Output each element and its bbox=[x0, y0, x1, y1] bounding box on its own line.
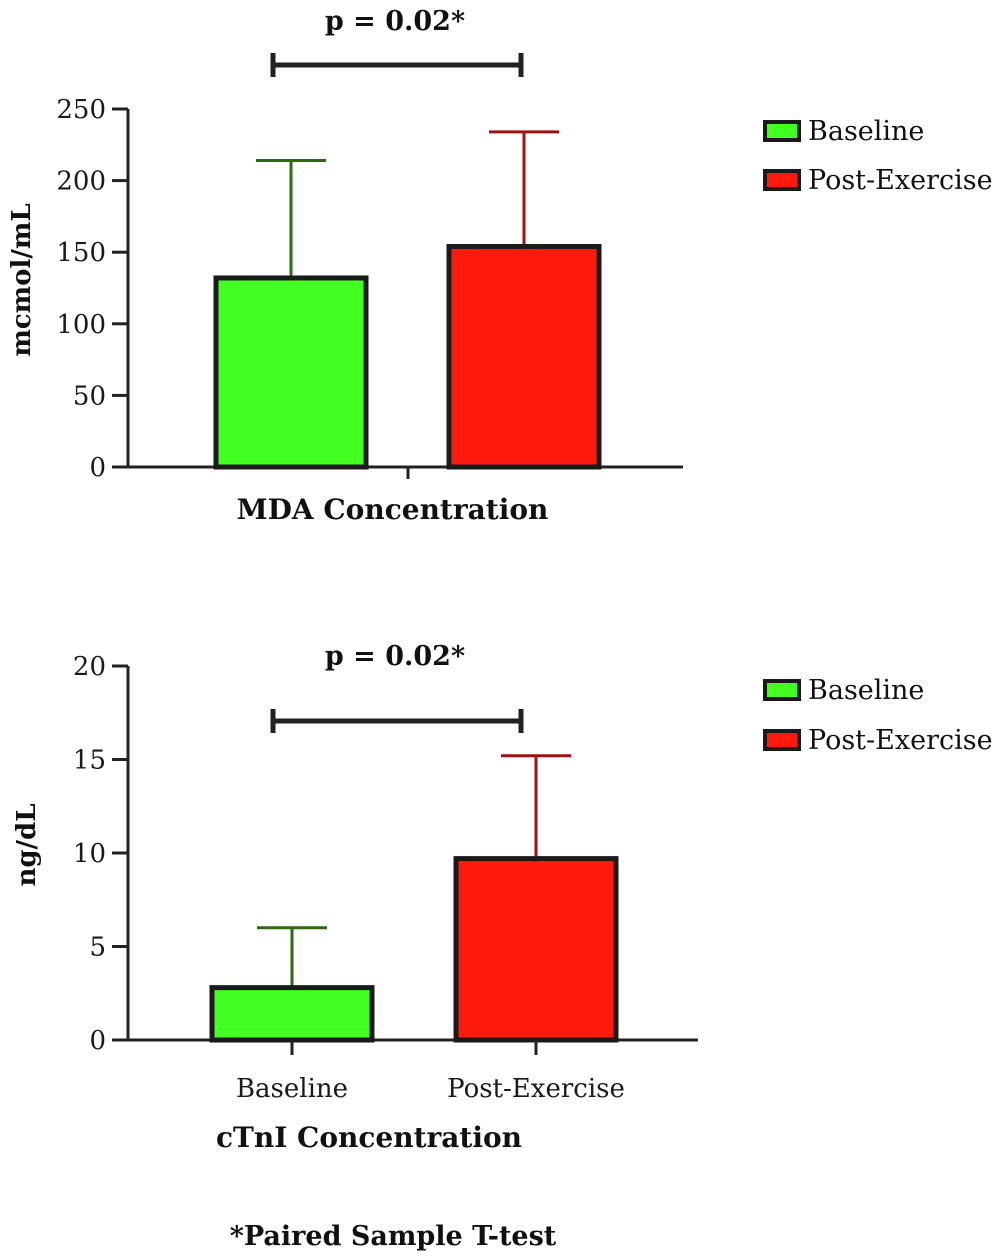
footnote: *Paired Sample T-test bbox=[230, 1221, 557, 1252]
legend-label-baseline: Baseline bbox=[808, 675, 924, 706]
bar-baseline bbox=[213, 275, 369, 470]
bar-post-exercise bbox=[446, 243, 602, 470]
ctni-chart: 0 5 10 15 20 Baseline Post-Exercise cTnI Concen… bbox=[12, 641, 993, 1154]
y-axis-title: mcmol/mL bbox=[7, 203, 37, 356]
y-tick-label: 250 bbox=[56, 95, 106, 125]
y-tick-label: 100 bbox=[56, 310, 106, 340]
legend-swatch-post-exercise bbox=[763, 729, 801, 751]
y-tick-label: 150 bbox=[56, 238, 106, 268]
legend-label-post-exercise: Post-Exercise bbox=[808, 165, 993, 196]
y-tick-label: 5 bbox=[89, 933, 106, 963]
bar-baseline bbox=[209, 985, 375, 1043]
y-tick-label: 0 bbox=[89, 453, 106, 483]
y-tick-label: 0 bbox=[89, 1026, 106, 1056]
y-axis-title: ng/dL bbox=[12, 803, 42, 886]
y-tick-label: 10 bbox=[73, 839, 106, 869]
x-category-label: Baseline bbox=[236, 1074, 348, 1104]
y-tick-label: 200 bbox=[56, 167, 106, 197]
x-axis-title: cTnI Concentration bbox=[216, 1121, 522, 1154]
x-axis-title: MDA Concentration bbox=[237, 493, 549, 526]
legend-swatch-baseline bbox=[763, 120, 801, 142]
y-tick-label: 20 bbox=[73, 652, 106, 682]
significance-label: p = 0.02* bbox=[325, 641, 465, 672]
legend-label-post-exercise: Post-Exercise bbox=[808, 725, 993, 756]
legend-swatch-baseline bbox=[763, 679, 801, 701]
y-tick-label: 15 bbox=[73, 746, 106, 776]
significance-label: p = 0.02* bbox=[325, 6, 465, 37]
mda-chart: 0 50 100 150 200 250 MDA Concentration mcmol/mL… bbox=[7, 6, 993, 526]
x-category-label: Post-Exercise bbox=[447, 1074, 625, 1104]
y-tick-label: 50 bbox=[73, 381, 106, 411]
legend-label-baseline: Baseline bbox=[808, 116, 924, 147]
legend-swatch-post-exercise bbox=[763, 169, 801, 191]
bar-post-exercise bbox=[453, 856, 619, 1043]
